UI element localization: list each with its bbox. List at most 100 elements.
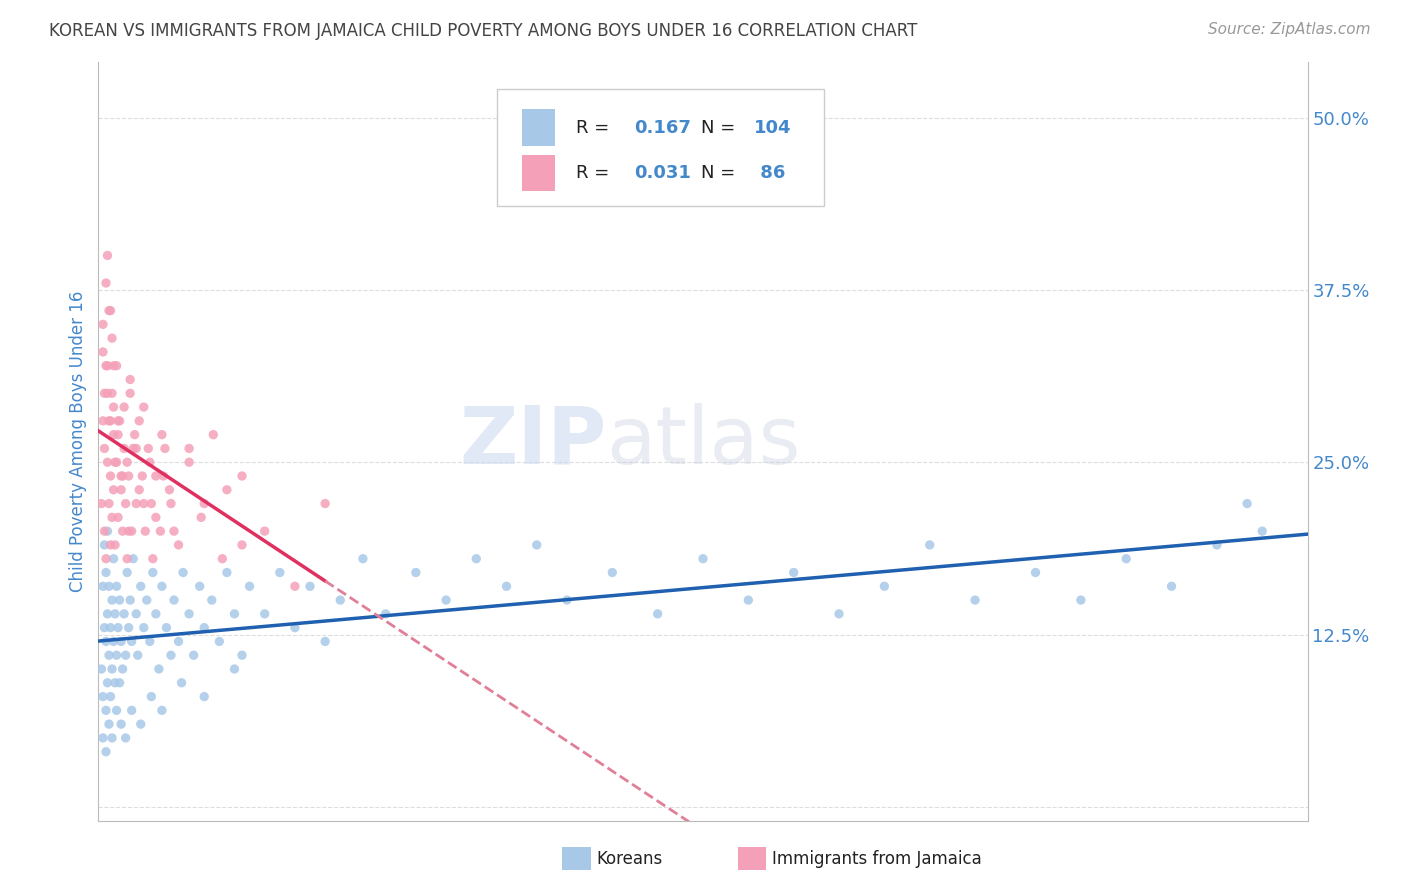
- Koreans: [103, 634, 125, 648]
- Text: 104: 104: [754, 119, 792, 136]
- Immigrants from Jamaica: [96, 248, 118, 262]
- Koreans: [141, 690, 163, 704]
- Koreans: [1206, 538, 1229, 552]
- Immigrants from Jamaica: [125, 497, 148, 511]
- Immigrants from Jamaica: [110, 469, 132, 483]
- Text: KOREAN VS IMMIGRANTS FROM JAMAICA CHILD POVERTY AMONG BOYS UNDER 16 CORRELATION : KOREAN VS IMMIGRANTS FROM JAMAICA CHILD …: [49, 22, 918, 40]
- Koreans: [100, 690, 122, 704]
- Koreans: [193, 621, 215, 635]
- Immigrants from Jamaica: [112, 442, 135, 456]
- Koreans: [94, 703, 117, 717]
- Immigrants from Jamaica: [93, 442, 115, 456]
- Immigrants from Jamaica: [120, 386, 142, 401]
- Immigrants from Jamaica: [96, 359, 118, 373]
- Bar: [522, 110, 555, 145]
- Immigrants from Jamaica: [314, 497, 336, 511]
- Immigrants from Jamaica: [96, 386, 118, 401]
- Koreans: [111, 662, 134, 676]
- Koreans: [94, 566, 117, 580]
- Koreans: [239, 579, 262, 593]
- Immigrants from Jamaica: [101, 386, 124, 401]
- Koreans: [104, 607, 127, 621]
- Immigrants from Jamaica: [104, 455, 127, 469]
- Immigrants from Jamaica: [103, 400, 125, 414]
- Immigrants from Jamaica: [152, 469, 174, 483]
- Koreans: [965, 593, 987, 607]
- Immigrants from Jamaica: [145, 510, 167, 524]
- Immigrants from Jamaica: [153, 442, 176, 456]
- Immigrants from Jamaica: [110, 483, 132, 497]
- Immigrants from Jamaica: [103, 483, 125, 497]
- Text: R =: R =: [576, 119, 614, 136]
- Koreans: [183, 648, 205, 663]
- Koreans: [91, 731, 114, 745]
- Koreans: [129, 717, 152, 731]
- Koreans: [201, 593, 224, 607]
- Koreans: [115, 566, 138, 580]
- Koreans: [101, 593, 124, 607]
- Koreans: [160, 648, 183, 663]
- Immigrants from Jamaica: [111, 469, 134, 483]
- Immigrants from Jamaica: [122, 442, 145, 456]
- Koreans: [918, 538, 941, 552]
- Koreans: [828, 607, 851, 621]
- Immigrants from Jamaica: [120, 372, 142, 386]
- Immigrants from Jamaica: [215, 483, 238, 497]
- Koreans: [93, 538, 115, 552]
- Immigrants from Jamaica: [142, 551, 165, 566]
- Immigrants from Jamaica: [91, 345, 114, 359]
- Immigrants from Jamaica: [124, 427, 146, 442]
- Immigrants from Jamaica: [93, 524, 115, 538]
- Immigrants from Jamaica: [159, 483, 181, 497]
- Koreans: [110, 634, 132, 648]
- Immigrants from Jamaica: [98, 497, 121, 511]
- Koreans: [555, 593, 578, 607]
- Koreans: [1251, 524, 1274, 538]
- Koreans: [374, 607, 396, 621]
- Immigrants from Jamaica: [132, 400, 155, 414]
- Text: 0.167: 0.167: [634, 119, 690, 136]
- Koreans: [170, 675, 193, 690]
- Immigrants from Jamaica: [112, 400, 135, 414]
- Koreans: [91, 690, 114, 704]
- Text: R =: R =: [576, 164, 614, 182]
- Text: N =: N =: [700, 119, 741, 136]
- Immigrants from Jamaica: [150, 427, 173, 442]
- Koreans: [193, 690, 215, 704]
- Koreans: [179, 607, 201, 621]
- Koreans: [90, 662, 112, 676]
- Koreans: [129, 579, 152, 593]
- Koreans: [253, 607, 276, 621]
- Koreans: [172, 566, 194, 580]
- Koreans: [148, 662, 170, 676]
- Koreans: [108, 593, 131, 607]
- Bar: [522, 155, 555, 191]
- Immigrants from Jamaica: [96, 455, 118, 469]
- Koreans: [208, 634, 231, 648]
- Immigrants from Jamaica: [108, 414, 131, 428]
- Immigrants from Jamaica: [115, 455, 138, 469]
- Koreans: [96, 524, 118, 538]
- Koreans: [155, 621, 177, 635]
- Koreans: [110, 717, 132, 731]
- Koreans: [139, 634, 162, 648]
- Koreans: [224, 607, 246, 621]
- Immigrants from Jamaica: [132, 497, 155, 511]
- Koreans: [121, 703, 143, 717]
- Immigrants from Jamaica: [284, 579, 307, 593]
- Text: Koreans: Koreans: [596, 850, 662, 868]
- Koreans: [105, 579, 128, 593]
- Koreans: [231, 648, 253, 663]
- Koreans: [107, 621, 129, 635]
- Koreans: [105, 703, 128, 717]
- Koreans: [104, 675, 127, 690]
- Immigrants from Jamaica: [131, 469, 153, 483]
- Koreans: [94, 745, 117, 759]
- Immigrants from Jamaica: [163, 524, 186, 538]
- Immigrants from Jamaica: [149, 524, 172, 538]
- Koreans: [1024, 566, 1046, 580]
- Koreans: [299, 579, 322, 593]
- Koreans: [352, 551, 374, 566]
- Koreans: [101, 662, 124, 676]
- Koreans: [269, 566, 291, 580]
